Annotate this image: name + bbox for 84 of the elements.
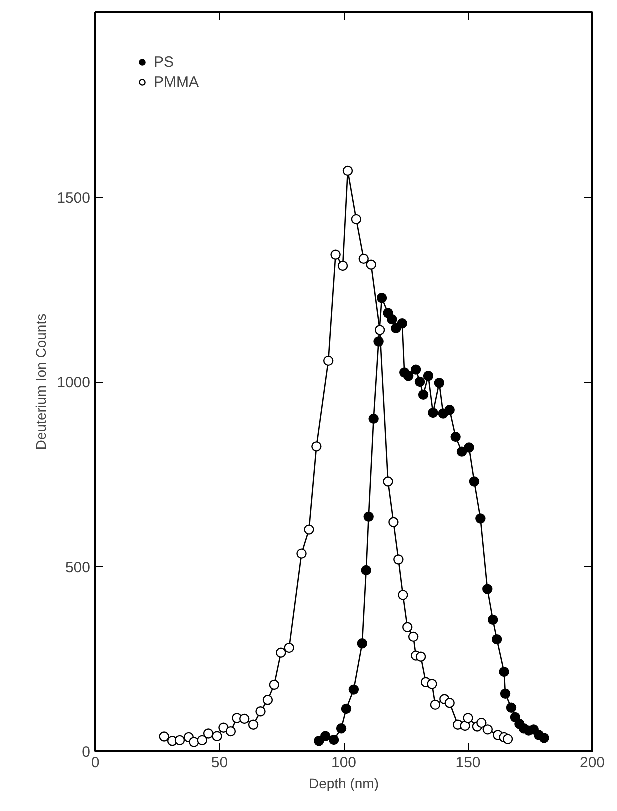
point — [408, 632, 419, 642]
point — [434, 378, 445, 388]
point — [476, 718, 487, 728]
point — [430, 700, 441, 710]
point — [444, 698, 455, 708]
point — [418, 390, 429, 400]
point — [423, 370, 434, 382]
point — [414, 376, 426, 388]
point — [456, 446, 468, 457]
legend-label: PS — [154, 54, 174, 70]
y-tick-label: 1000 — [57, 374, 91, 392]
point — [320, 731, 331, 742]
point — [416, 652, 426, 662]
point — [374, 325, 386, 336]
point — [398, 590, 408, 600]
point — [159, 732, 170, 742]
y-tick-label: 500 — [65, 559, 91, 576]
point — [226, 726, 236, 737]
point — [410, 364, 422, 375]
y-tick-label: 1500 — [57, 190, 91, 207]
point — [328, 734, 340, 746]
point — [388, 517, 399, 528]
point — [387, 314, 398, 325]
point — [189, 737, 200, 748]
point — [284, 642, 294, 654]
point — [330, 250, 341, 260]
point — [502, 734, 514, 744]
point — [364, 512, 374, 522]
point — [240, 714, 250, 724]
point — [366, 260, 376, 270]
point — [357, 638, 368, 649]
point — [212, 731, 222, 742]
point — [376, 293, 388, 304]
point — [323, 356, 334, 366]
point — [358, 254, 369, 264]
point — [174, 735, 186, 746]
point — [488, 614, 498, 626]
point — [336, 724, 347, 734]
point — [338, 260, 348, 272]
point — [463, 713, 474, 724]
point — [500, 688, 511, 699]
point — [276, 648, 286, 658]
x-tick-label: 50 — [211, 754, 228, 772]
point — [460, 720, 470, 732]
point — [368, 414, 379, 424]
point — [269, 680, 280, 690]
point — [256, 706, 266, 717]
point — [428, 408, 438, 418]
point — [248, 720, 259, 730]
point — [444, 404, 455, 416]
point — [492, 634, 502, 645]
point — [383, 476, 394, 487]
point — [394, 554, 404, 565]
point — [203, 728, 214, 739]
point — [351, 214, 362, 225]
point — [312, 442, 322, 452]
point — [296, 548, 307, 559]
y-tick-label: 0 — [82, 744, 90, 761]
point — [397, 318, 408, 329]
point — [482, 584, 493, 594]
x-axis-title: Depth (nm) — [308, 776, 380, 792]
y-axis-title: Deuterium Ion Counts — [33, 314, 50, 450]
point — [450, 432, 461, 442]
point — [348, 684, 360, 695]
point — [499, 666, 510, 678]
point — [304, 524, 314, 535]
point — [197, 735, 208, 746]
point — [427, 679, 438, 690]
point — [464, 442, 474, 453]
x-tick-label: 100 — [331, 754, 357, 772]
point — [539, 733, 550, 744]
legend-label: PMMA — [154, 74, 199, 90]
point — [506, 702, 517, 713]
point — [361, 565, 372, 576]
point — [342, 166, 354, 176]
point — [482, 724, 493, 735]
point — [476, 514, 486, 524]
point — [404, 370, 414, 382]
point — [262, 695, 274, 706]
point — [469, 476, 480, 487]
x-tick-label: 150 — [456, 754, 481, 772]
x-tick-label: 200 — [580, 754, 606, 772]
point — [341, 704, 352, 714]
point — [402, 622, 413, 632]
